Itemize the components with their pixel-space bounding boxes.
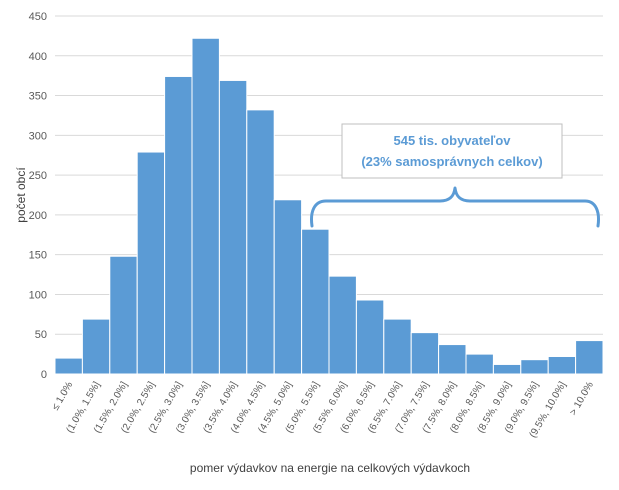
annotation-callout: 545 tis. obyvateľov (23% samosprávnych c…: [310, 123, 600, 228]
x-axis-ticks: ≤ 1.0%(1.0%, 1.5%](1.5%, 2.0%](2.0%, 2.5…: [50, 380, 596, 440]
y-axis-title: počet obcí: [14, 167, 28, 223]
histogram-bar: [465, 353, 494, 375]
histogram-bar: [328, 275, 357, 375]
x-axis-title: pomer výdavkov na energie na celkových v…: [190, 461, 470, 475]
histogram-bar: [218, 79, 248, 375]
histogram-bar: [54, 357, 83, 375]
histogram-bar: [410, 332, 440, 375]
y-tick-label: 150: [29, 250, 47, 262]
histogram-bar: [246, 109, 275, 375]
histogram-bar: [355, 299, 385, 375]
histogram-bar: [383, 318, 412, 375]
x-tick-label: > 10.0%: [568, 380, 596, 418]
histogram-bar: [191, 37, 220, 375]
y-tick-label: 300: [29, 130, 47, 142]
y-tick-label: 0: [41, 369, 47, 381]
histogram-bar: [136, 151, 166, 375]
x-tick-label: ≤ 1.0%: [50, 380, 75, 412]
annotation-box: [341, 123, 563, 179]
y-tick-label: 250: [29, 170, 47, 182]
annotation-brace: [310, 186, 600, 228]
annotation-line-1: 545 tis. obyvateľov: [393, 133, 511, 148]
histogram-bar: [492, 363, 522, 375]
histogram-bar: [164, 75, 193, 375]
y-tick-label: 200: [29, 210, 47, 222]
histogram-bar: [575, 340, 604, 375]
histogram-bar: [81, 318, 111, 375]
y-axis-ticks: 0 50 100 150 200 250 300 350 400 450: [29, 11, 47, 381]
bars: [54, 37, 604, 375]
histogram-bar: [273, 199, 303, 375]
histogram-bar: [520, 359, 549, 375]
y-tick-label: 450: [29, 11, 47, 23]
y-tick-label: 50: [35, 329, 47, 341]
histogram-bar: [109, 255, 138, 375]
y-tick-label: 400: [29, 51, 47, 63]
histogram-bar: [438, 344, 467, 375]
annotation-line-2: (23% samosprávnych celkov): [361, 154, 542, 169]
y-tick-label: 350: [29, 91, 47, 103]
y-tick-label: 100: [29, 289, 47, 301]
histogram-bar: [547, 355, 577, 375]
histogram-bar: [301, 228, 330, 375]
